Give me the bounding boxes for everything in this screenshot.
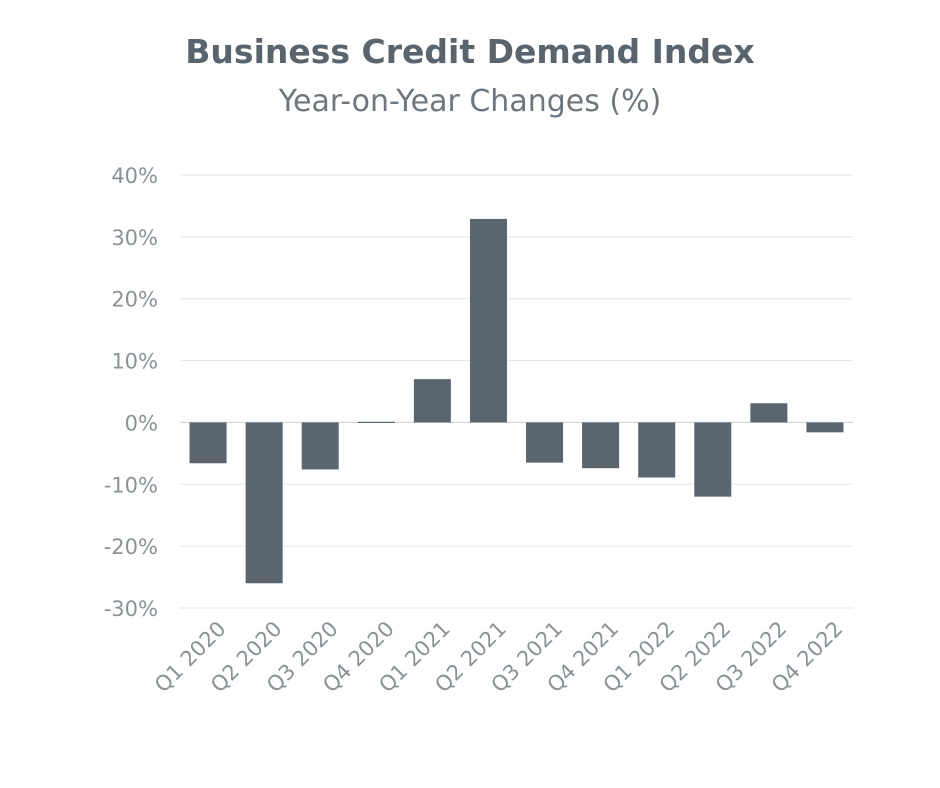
bar-q1-2022 xyxy=(638,422,676,478)
chart-subtitle: Year-on-Year Changes (%) xyxy=(278,84,662,119)
grid-lines xyxy=(180,174,853,609)
y-tick-label: 40% xyxy=(111,164,158,188)
y-tick-label: 10% xyxy=(111,350,158,374)
y-tick-label: 20% xyxy=(111,288,158,312)
bars xyxy=(189,218,844,584)
chart-title: Business Credit Demand Index xyxy=(185,32,755,71)
y-tick-label: 30% xyxy=(111,226,158,250)
bar-q4-2021 xyxy=(582,422,620,469)
y-tick-label: -30% xyxy=(104,597,158,621)
y-tick-label: 0% xyxy=(125,411,158,435)
y-axis-ticks: 40% 30% 20% 10% 0% -10% -20% -30% xyxy=(104,164,158,621)
bar-q4-2022 xyxy=(806,422,844,433)
bar-q4-2020 xyxy=(357,421,395,424)
y-tick-label: -20% xyxy=(104,535,158,559)
bar-q3-2021 xyxy=(526,422,564,463)
bar-q2-2021 xyxy=(469,218,507,423)
bar-q1-2020 xyxy=(189,422,227,464)
bar-q3-2022 xyxy=(750,403,788,423)
bar-q2-2022 xyxy=(694,422,732,497)
bar-q1-2021 xyxy=(413,379,451,423)
bar-q3-2020 xyxy=(301,422,339,470)
y-tick-label: -10% xyxy=(104,473,158,497)
bar-q2-2020 xyxy=(245,422,283,584)
